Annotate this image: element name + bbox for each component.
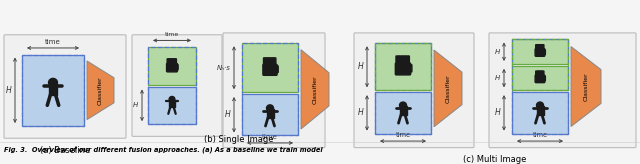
Text: H: H [495, 108, 500, 117]
Bar [148, 47, 196, 85]
FancyBboxPatch shape [408, 65, 412, 72]
Bar [375, 43, 431, 90]
Polygon shape [434, 50, 462, 127]
Bar [375, 43, 431, 90]
Bar [536, 106, 543, 115]
Text: time: time [165, 32, 179, 37]
FancyBboxPatch shape [535, 75, 545, 83]
Bar [512, 92, 568, 133]
Text: H: H [358, 62, 364, 71]
FancyBboxPatch shape [536, 45, 538, 51]
FancyBboxPatch shape [167, 59, 170, 66]
Text: (a) Baseline: (a) Baseline [40, 146, 90, 155]
FancyBboxPatch shape [275, 66, 278, 72]
Bar [375, 43, 431, 133]
Bar [242, 94, 298, 135]
Bar [266, 109, 273, 118]
Circle shape [399, 102, 406, 109]
FancyBboxPatch shape [267, 58, 270, 67]
Text: time: time [532, 132, 548, 138]
Circle shape [536, 102, 543, 109]
FancyBboxPatch shape [399, 56, 403, 66]
FancyBboxPatch shape [269, 58, 273, 67]
Circle shape [266, 105, 273, 112]
Text: Nₕ·s: Nₕ·s [216, 65, 230, 71]
FancyBboxPatch shape [540, 71, 542, 77]
FancyBboxPatch shape [166, 63, 177, 72]
FancyBboxPatch shape [132, 35, 222, 136]
Text: time: time [396, 132, 411, 138]
FancyBboxPatch shape [273, 58, 276, 67]
Polygon shape [301, 50, 329, 129]
Bar [148, 87, 196, 124]
Bar [22, 55, 84, 126]
FancyBboxPatch shape [175, 65, 178, 70]
FancyBboxPatch shape [263, 64, 277, 75]
Text: Classifier: Classifier [312, 75, 317, 104]
FancyBboxPatch shape [4, 35, 126, 138]
Bar [512, 40, 568, 64]
Bar [375, 92, 431, 133]
FancyBboxPatch shape [264, 58, 267, 67]
Bar [169, 100, 175, 107]
FancyBboxPatch shape [538, 71, 540, 77]
Bar [242, 43, 298, 92]
Text: Classifier: Classifier [98, 76, 103, 105]
FancyBboxPatch shape [396, 63, 411, 75]
FancyBboxPatch shape [535, 49, 545, 56]
Circle shape [169, 96, 175, 102]
FancyBboxPatch shape [403, 56, 406, 66]
Bar [49, 84, 58, 95]
FancyBboxPatch shape [538, 45, 540, 51]
FancyBboxPatch shape [536, 71, 538, 77]
Text: H: H [133, 102, 138, 108]
Text: (c) Multi Image: (c) Multi Image [463, 155, 527, 164]
Bar [512, 40, 568, 133]
FancyBboxPatch shape [543, 50, 545, 54]
Text: time: time [262, 134, 278, 140]
Text: (b) Single Image: (b) Single Image [204, 135, 273, 144]
FancyBboxPatch shape [406, 56, 410, 66]
Bar [512, 40, 568, 90]
Polygon shape [87, 61, 114, 120]
FancyBboxPatch shape [543, 76, 545, 81]
Bar [512, 66, 568, 90]
Text: H: H [495, 49, 500, 55]
Text: H: H [495, 75, 500, 81]
FancyBboxPatch shape [540, 45, 542, 51]
FancyBboxPatch shape [170, 59, 172, 66]
Circle shape [49, 78, 58, 87]
FancyBboxPatch shape [172, 59, 174, 66]
FancyBboxPatch shape [223, 33, 325, 148]
Polygon shape [571, 47, 601, 126]
Bar [242, 43, 298, 135]
Text: Classifier: Classifier [445, 74, 451, 103]
Text: Fig. 3.  Overview of our different fusion approaches. (a) As a baseline we train: Fig. 3. Overview of our different fusion… [4, 147, 323, 153]
Bar [148, 47, 196, 124]
Text: H: H [225, 110, 230, 119]
FancyBboxPatch shape [174, 59, 177, 66]
Bar [22, 55, 84, 126]
FancyBboxPatch shape [354, 33, 474, 148]
FancyBboxPatch shape [396, 56, 399, 66]
Text: H: H [6, 86, 12, 95]
Bar [399, 106, 406, 115]
Text: H: H [358, 108, 364, 117]
FancyBboxPatch shape [489, 33, 636, 148]
FancyBboxPatch shape [541, 45, 544, 51]
FancyBboxPatch shape [541, 71, 544, 77]
Text: time: time [45, 39, 61, 45]
Text: Classifier: Classifier [584, 72, 589, 101]
